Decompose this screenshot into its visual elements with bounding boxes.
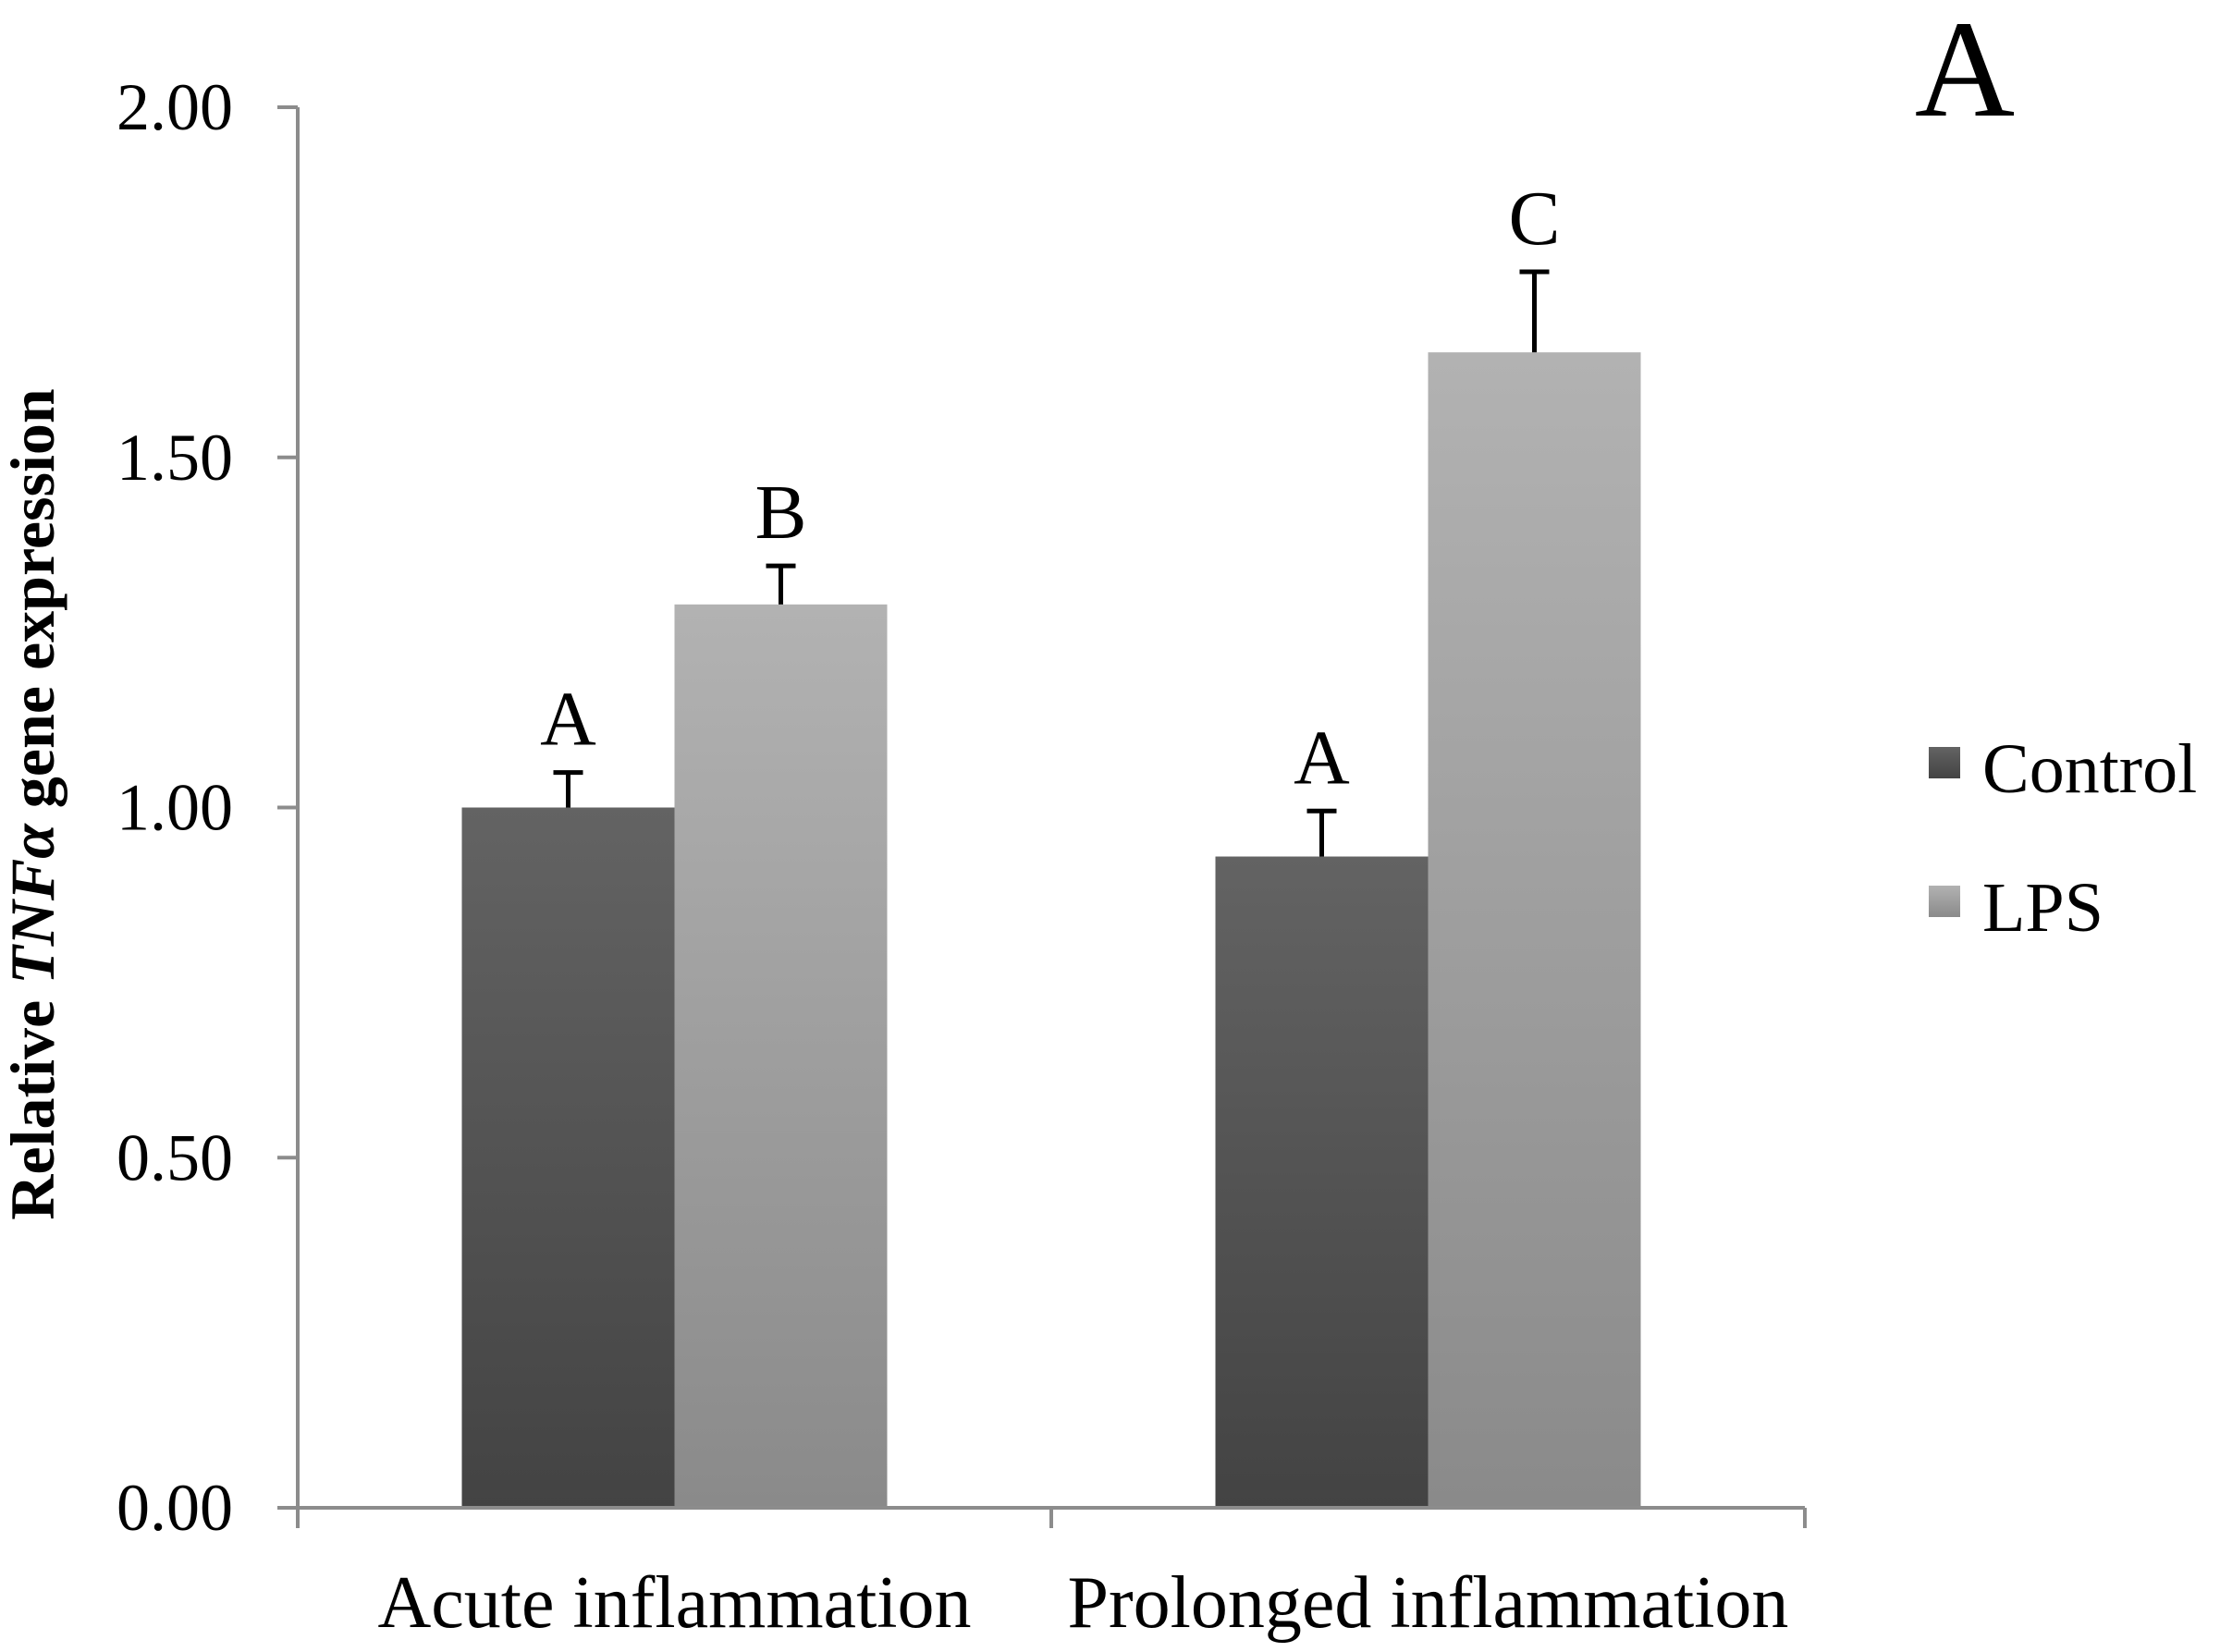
error-bar-control-2 [1306,808,1337,857]
bar-control-2 [1215,856,1429,1508]
y-tick-label-4: 2.00 [117,70,233,144]
y-tick-label-1: 0.50 [117,1120,233,1194]
sig-letter-control-2: A [1294,715,1350,801]
y-tick-label-0: 0.00 [117,1471,233,1545]
y-axis-title-suffix: gene expression [0,388,67,824]
legend-label-lps: LPS [1982,869,2103,947]
bar-lps-2 [1428,352,1641,1508]
sig-letter-control-1: A [540,677,596,763]
bar-lps-1 [674,604,888,1508]
y-axis-title-gene: TNFα [0,823,67,985]
legend-swatch-control [1929,747,1960,778]
sig-letter-lps-2: C [1508,176,1560,262]
labels-layer: A B Acute inflammation A C Prolonged inflamma… [117,70,1788,1644]
error-bar-lps-2 [1519,269,1550,353]
category-label-1: Acute inflammation [377,1562,971,1644]
y-axis-title: Relative TNFα gene expression [0,388,67,1219]
legend-label-control: Control [1982,730,2197,808]
category-label-2: Prolonged inflammation [1068,1562,1789,1644]
axes-layer [277,105,1807,1528]
bar-control-1 [461,807,675,1508]
y-tick-label-3: 1.50 [117,421,233,495]
legend-swatch-lps [1929,886,1960,917]
y-axis-title-prefix: Relative [0,985,67,1220]
legend: Control LPS [1929,730,2197,947]
bars-layer [461,269,1641,1508]
sig-letter-lps-1: B [754,470,806,556]
error-bar-control-1 [553,770,583,808]
panel-letter: A [1915,0,2015,146]
error-bar-lps-1 [766,563,796,605]
y-tick-label-2: 1.00 [117,771,233,845]
